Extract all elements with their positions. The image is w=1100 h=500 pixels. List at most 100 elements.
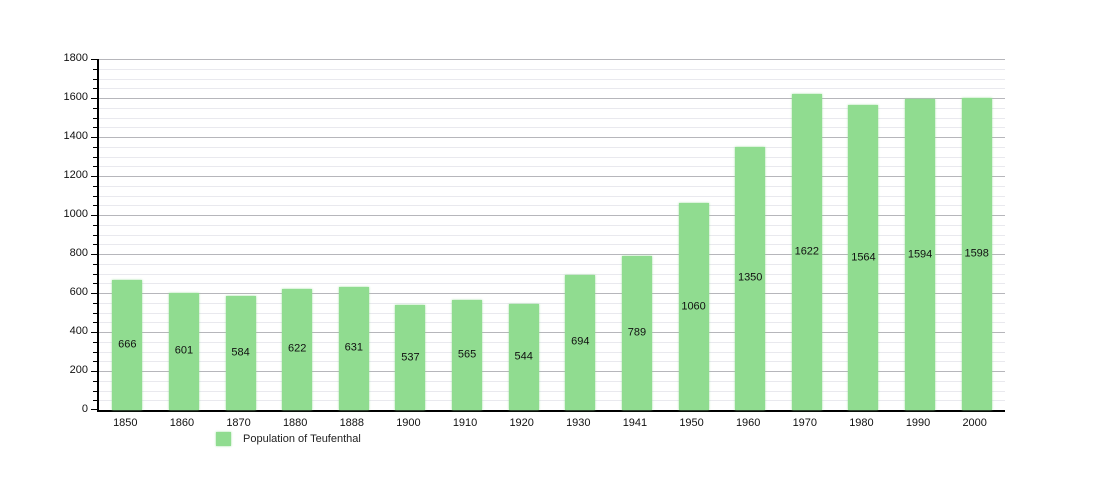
y-axis-tick xyxy=(91,137,97,138)
x-axis-label: 1950 xyxy=(679,417,704,429)
y-axis-tick xyxy=(93,351,97,353)
y-axis-tick xyxy=(93,283,97,285)
y-axis-label: 1600 xyxy=(63,91,88,103)
y-axis-label: 1800 xyxy=(63,52,88,64)
x-axis-label: 1990 xyxy=(905,417,931,429)
bar-1880: 622 xyxy=(282,288,313,410)
bar-1980: 1564 xyxy=(848,105,879,410)
x-axis-label: 1920 xyxy=(509,417,534,429)
y-axis-tick xyxy=(93,146,97,148)
bar-1910: 565 xyxy=(452,299,483,410)
x-axis-label: 1900 xyxy=(396,417,421,429)
y-axis-label: 1200 xyxy=(63,169,88,181)
y-axis-tick xyxy=(93,117,97,119)
y-axis-tick xyxy=(93,166,97,168)
y-axis-tick xyxy=(91,332,97,333)
bar-value-label: 584 xyxy=(231,346,250,359)
y-axis-label: 1400 xyxy=(63,130,88,142)
y-axis-tick xyxy=(93,78,97,80)
y-axis-tick xyxy=(93,127,97,129)
x-axis-label: 1870 xyxy=(226,417,251,429)
y-axis-tick xyxy=(91,215,97,216)
x-axis-label: 2000 xyxy=(962,417,987,429)
y-axis-tick xyxy=(93,361,97,363)
legend-swatch xyxy=(216,432,231,446)
x-axis-label: 1860 xyxy=(169,417,195,429)
bar-value-label: 1060 xyxy=(681,300,706,313)
bar-1960: 1350 xyxy=(735,146,766,410)
y-axis-tick xyxy=(93,322,97,324)
y-axis-tick xyxy=(93,312,97,314)
bar-1850: 666 xyxy=(112,280,143,410)
x-axis-label: 1980 xyxy=(849,417,874,429)
y-axis-tick xyxy=(93,107,97,109)
gridline-minor xyxy=(99,88,1005,90)
legend: Population of Teufenthal xyxy=(216,432,361,446)
bar-value-label: 631 xyxy=(344,341,363,354)
bar-value-label: 565 xyxy=(457,348,477,361)
y-axis-tick xyxy=(93,224,97,226)
gridline-major xyxy=(99,59,1005,60)
bar-1870: 584 xyxy=(225,296,256,410)
y-axis-label: 600 xyxy=(69,286,88,298)
legend-label: Population of Teufenthal xyxy=(243,432,361,445)
y-axis-tick xyxy=(93,273,97,275)
y-axis-label: 0 xyxy=(81,403,88,415)
bar-value-label: 544 xyxy=(514,350,533,363)
bar-value-label: 1350 xyxy=(737,271,763,284)
y-axis-label: 400 xyxy=(69,325,88,337)
y-axis-tick xyxy=(91,409,97,410)
bar-1970: 1622 xyxy=(791,93,822,410)
y-axis-tick xyxy=(91,98,97,99)
bar-1950: 1060 xyxy=(678,203,709,410)
y-axis-tick xyxy=(93,88,97,90)
bar-value-label: 694 xyxy=(571,335,590,348)
y-axis-tick xyxy=(93,185,97,187)
x-axis-label: 1888 xyxy=(339,417,365,429)
y-axis-label: 1000 xyxy=(63,208,88,220)
plot-area: 666 601 584 622 631 537 565 544 694 789 1060 1350 16… xyxy=(91,59,1005,412)
y-axis-tick xyxy=(91,176,97,177)
bar-value-label: 789 xyxy=(627,326,647,339)
y-axis-label: 800 xyxy=(69,247,88,259)
y-axis-tick xyxy=(91,293,97,294)
y-axis-tick xyxy=(93,400,97,402)
bar-value-label: 1622 xyxy=(794,245,820,258)
y-axis-tick xyxy=(93,68,97,70)
bar-1990: 1594 xyxy=(905,99,936,410)
bar-1900: 537 xyxy=(395,305,426,410)
gridline-minor xyxy=(99,68,1005,70)
bar-value-label: 622 xyxy=(288,342,307,355)
bar-value-label: 1594 xyxy=(907,248,933,261)
x-axis-label: 1941 xyxy=(622,417,648,429)
bar-value-label: 1598 xyxy=(964,247,989,260)
bar-1860: 601 xyxy=(168,292,199,410)
x-axis-label: 1850 xyxy=(113,417,138,429)
y-axis-tick xyxy=(93,244,97,246)
y-axis-tick xyxy=(93,234,97,236)
y-axis-tick xyxy=(93,302,97,304)
y-axis-tick xyxy=(93,205,97,207)
x-axis-label: 1970 xyxy=(792,417,818,429)
y-axis-tick xyxy=(93,341,97,343)
x-axis-label: 1910 xyxy=(452,417,478,429)
gridline-major xyxy=(99,98,1005,99)
bar-1930: 694 xyxy=(565,274,596,410)
y-axis-tick xyxy=(93,195,97,197)
y-axis-tick xyxy=(91,371,97,372)
y-axis-tick xyxy=(93,263,97,265)
bar-1888: 631 xyxy=(338,286,369,410)
bar-value-label: 1564 xyxy=(851,251,876,264)
y-axis-tick xyxy=(93,390,97,392)
y-axis-tick xyxy=(93,156,97,158)
y-axis-label: 200 xyxy=(69,364,88,376)
bar-value-label: 666 xyxy=(118,338,137,351)
bar-1941: 789 xyxy=(621,256,652,410)
bar-1920: 544 xyxy=(508,303,539,410)
x-axis-label: 1930 xyxy=(566,417,591,429)
bar-2000: 1598 xyxy=(961,98,992,410)
x-axis-label: 1880 xyxy=(282,417,308,429)
x-axis-label: 1960 xyxy=(735,417,761,429)
gridline-minor xyxy=(99,78,1005,80)
